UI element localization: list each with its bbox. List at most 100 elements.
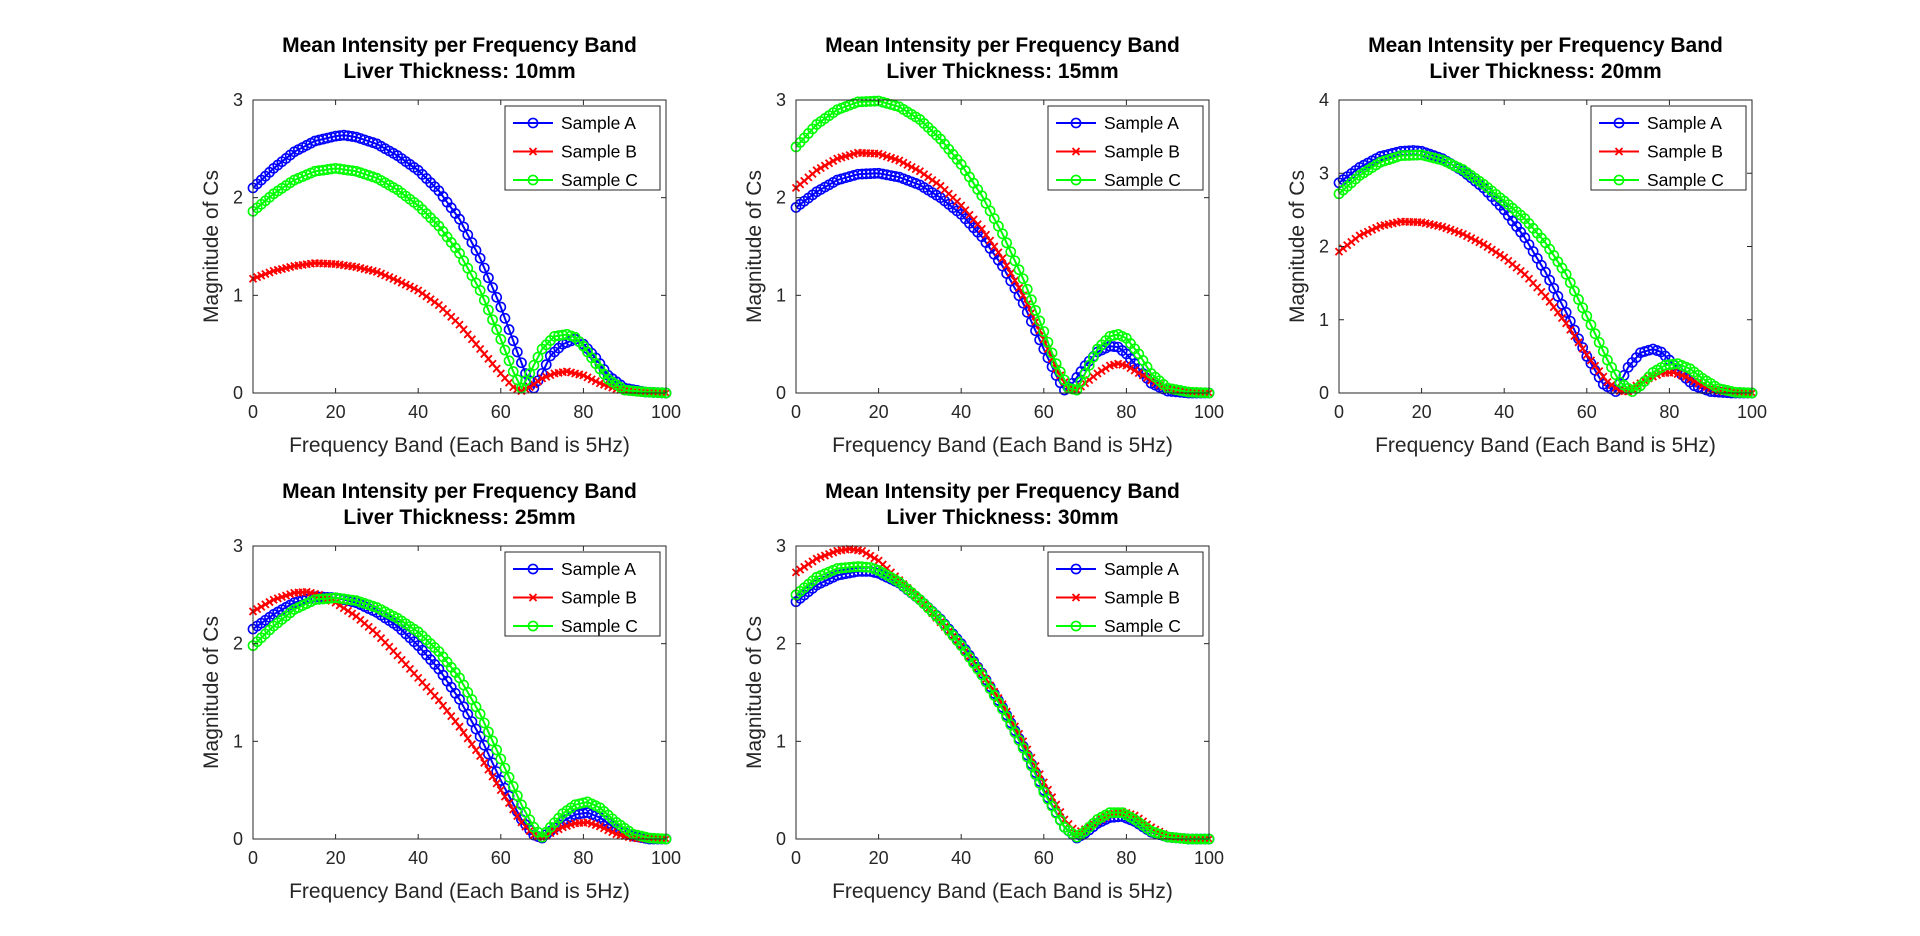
legend: Sample A Sample B Sample C	[1047, 105, 1204, 191]
data-point	[1142, 373, 1152, 382]
data-point	[608, 828, 617, 837]
y-tick-label: 2	[1319, 237, 1329, 257]
data-point	[840, 562, 851, 574]
chart-title: Mean Intensity per Frequency Band	[825, 34, 1180, 57]
data-point	[495, 333, 507, 345]
data-point	[860, 96, 872, 107]
data-point	[1071, 384, 1083, 396]
legend-entry: Sample A	[1056, 113, 1179, 133]
legend-marker	[1071, 593, 1081, 602]
data-point	[495, 301, 507, 313]
data-point	[1108, 329, 1120, 341]
data-point	[1075, 376, 1087, 388]
data-point	[1681, 372, 1691, 382]
data-point	[313, 165, 325, 177]
y-axis-label: Magnitude of Cs	[200, 616, 223, 769]
data-point	[1462, 231, 1472, 241]
data-point	[1097, 366, 1106, 375]
data-point	[511, 346, 523, 358]
data-point	[1668, 358, 1679, 370]
x-tick-label: 60	[491, 402, 511, 422]
legend-entry: Sample C	[1056, 616, 1181, 636]
data-point	[1059, 374, 1070, 386]
data-point	[499, 762, 511, 774]
plot-area	[247, 587, 672, 845]
data-point	[401, 280, 410, 289]
data-point	[870, 554, 879, 563]
data-point	[895, 156, 904, 165]
data-point	[869, 168, 880, 179]
data-point	[405, 282, 415, 291]
y-tick-label: 0	[1319, 383, 1329, 403]
chart-subtitle: Liver Thickness: 20mm	[1429, 60, 1661, 83]
data-point	[1560, 268, 1572, 280]
data-point	[1042, 336, 1054, 348]
data-point	[1363, 227, 1373, 236]
data-point	[899, 158, 908, 167]
data-point	[1487, 245, 1496, 254]
data-point	[1589, 328, 1601, 340]
x-tick-label: 100	[651, 848, 681, 868]
data-point	[1170, 832, 1182, 844]
data-point	[487, 282, 498, 293]
data-point	[321, 164, 333, 175]
data-point	[480, 758, 489, 767]
data-point	[1403, 149, 1415, 161]
data-point	[1067, 383, 1079, 395]
plot-area	[1333, 145, 1758, 399]
x-tick-label: 0	[248, 402, 258, 422]
data-point	[981, 230, 991, 239]
data-point	[1574, 338, 1583, 347]
legend-box	[504, 105, 661, 191]
legend-entry: Sample A	[1599, 113, 1722, 133]
data-point	[1586, 356, 1596, 365]
x-tick-label: 0	[1334, 402, 1344, 422]
x-tick-label: 20	[1412, 402, 1432, 422]
data-point	[499, 344, 511, 356]
legend-entry: Sample C	[513, 170, 638, 190]
chart-subtitle: Liver Thickness: 30mm	[886, 506, 1118, 529]
legend-label: Sample B	[561, 588, 637, 608]
data-point	[997, 228, 1008, 240]
data-point	[1582, 350, 1591, 360]
data-point	[1725, 385, 1737, 397]
legend-entry: Sample A	[513, 559, 636, 579]
data-point	[795, 565, 805, 574]
data-point	[467, 740, 477, 749]
data-point	[478, 717, 490, 729]
data-point	[864, 95, 876, 107]
data-point	[1659, 359, 1671, 371]
legend-label: Sample C	[1647, 170, 1724, 190]
data-point	[1006, 268, 1015, 278]
data-point	[1577, 342, 1589, 353]
data-point	[998, 254, 1007, 263]
data-point	[317, 593, 329, 605]
data-point	[474, 252, 486, 264]
legend-label: Sample A	[1104, 559, 1179, 579]
data-point	[483, 272, 494, 284]
data-point	[1495, 250, 1505, 259]
subplot-5: 0 20 40 60 80 100 0 1 2 3 Frequency Band (Each Ban…	[743, 480, 1224, 903]
data-point	[478, 262, 490, 274]
data-point	[261, 600, 270, 609]
legend-entry: Sample B	[513, 588, 637, 608]
data-point	[635, 386, 647, 398]
data-point	[1002, 261, 1011, 270]
data-point	[334, 130, 346, 142]
data-point	[1021, 283, 1033, 295]
data-point	[1483, 242, 1492, 252]
legend-label: Sample B	[1647, 142, 1723, 162]
x-axis-label: Frequency Band (Each Band is 5Hz)	[832, 434, 1173, 457]
y-axis-label: Magnitude of Cs	[743, 616, 766, 769]
data-point	[463, 734, 472, 743]
chart-subtitle: Liver Thickness: 25mm	[343, 506, 575, 529]
data-point	[1191, 387, 1203, 398]
data-point	[1355, 231, 1364, 240]
data-point	[503, 324, 515, 335]
data-point	[1009, 255, 1021, 267]
x-tick-label: 80	[573, 848, 593, 868]
data-point	[812, 166, 821, 175]
legend-marker	[1070, 174, 1082, 186]
legend-entry: Sample A	[1056, 559, 1179, 579]
y-tick-label: 3	[776, 90, 786, 110]
